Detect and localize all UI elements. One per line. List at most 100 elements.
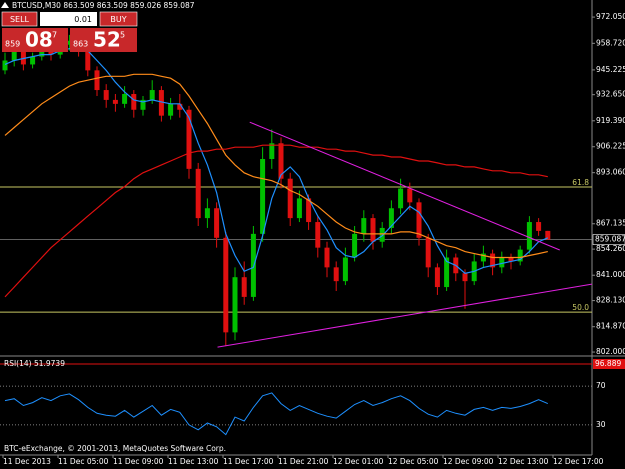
candle-body: [490, 253, 496, 268]
y-tick-label: 958.720: [596, 38, 625, 47]
candle-body: [66, 40, 72, 45]
x-tick-label: 11 Dec 05:00: [58, 457, 109, 466]
candle-body: [526, 222, 532, 250]
y-tick-label: 802.000: [596, 347, 625, 356]
y-tick-label: 828.130: [596, 296, 625, 305]
candle-body: [186, 109, 192, 169]
candle-body: [149, 90, 155, 100]
x-tick-label: 11 Dec 09:00: [113, 457, 164, 466]
ask-box[interactable]: [70, 28, 137, 52]
candle-body: [85, 50, 91, 71]
candle-body: [2, 60, 8, 71]
candle-body: [39, 48, 45, 57]
candle-body: [379, 227, 385, 242]
x-tick-label: 12 Dec 17:00: [553, 457, 604, 466]
lot-value: 0.01: [74, 15, 92, 24]
candle-body: [480, 253, 486, 262]
candle-body: [315, 222, 321, 248]
rsi-line: [4, 392, 548, 436]
candle-body: [361, 218, 367, 234]
sell-button[interactable]: [1, 11, 38, 27]
candle-body: [112, 99, 118, 104]
copyright: BTC-eExchange, © 2001-2013, MetaQuotes S…: [4, 444, 226, 453]
candle-body: [177, 103, 183, 110]
x-tick-label: 11 Dec 17:00: [223, 457, 274, 466]
candle-body: [434, 267, 440, 288]
candle-body: [342, 257, 348, 282]
candle-body: [508, 257, 514, 262]
x-tick-label: 12 Dec 05:00: [388, 457, 439, 466]
y-tick-label: 972.050: [596, 12, 625, 21]
lot-input[interactable]: [40, 12, 97, 26]
candle-body: [370, 218, 376, 242]
candle-body: [168, 103, 174, 116]
buy-label: BUY: [110, 15, 126, 24]
candle-body: [223, 237, 229, 333]
candle-body: [30, 56, 36, 65]
moving-average: [4, 144, 548, 298]
candle-body: [278, 143, 284, 179]
bid-box[interactable]: [2, 28, 68, 52]
candle-body: [398, 188, 404, 209]
candle-body: [333, 267, 339, 282]
candle-body: [407, 188, 413, 203]
rsi-tick-label: 70: [596, 381, 606, 390]
bid-big: 859: [5, 40, 20, 49]
x-tick-label: 11 Dec 21:00: [278, 457, 329, 466]
candle-body: [517, 249, 523, 262]
candle-body: [324, 247, 330, 268]
candle-body: [545, 230, 551, 240]
candle-body: [20, 50, 26, 65]
rsi-tick-label: 30: [596, 420, 606, 429]
y-tick-label: 945.225: [596, 65, 625, 74]
candle-body: [388, 208, 394, 228]
x-tick-label: 11 Dec 13:00: [168, 457, 219, 466]
y-tick-label: 841.000: [596, 270, 625, 279]
bid-frac: 7: [52, 31, 57, 40]
x-tick-label: 12 Dec 13:00: [498, 457, 549, 466]
trendline: [249, 121, 560, 251]
rsi-label: RSI(14) 51.9739: [4, 359, 65, 368]
candle-body: [214, 208, 220, 238]
candle-body: [416, 202, 422, 238]
rsi-marker-label: 96.889: [595, 359, 621, 368]
candle-body: [425, 237, 431, 268]
candle-body: [260, 159, 266, 234]
y-tick-label: 932.650: [596, 90, 625, 99]
y-tick-label: 814.870: [596, 322, 625, 331]
current-price-label: 859.087: [595, 235, 625, 244]
x-tick-label: 12 Dec 01:00: [333, 457, 384, 466]
candle-body: [536, 222, 542, 231]
y-tick-label: 906.225: [596, 142, 625, 151]
y-tick-label: 893.060: [596, 168, 625, 177]
candle-body: [195, 168, 201, 219]
candle-body: [140, 99, 146, 110]
y-tick-label: 867.135: [596, 219, 625, 228]
candle-body: [352, 233, 358, 258]
candle-body: [499, 257, 505, 268]
moving-average: [4, 73, 548, 259]
candle-body: [232, 277, 238, 333]
ask-big: 863: [73, 40, 88, 49]
fibo-label: 61.8: [572, 178, 589, 187]
candle-body: [158, 90, 164, 116]
candle-body: [103, 90, 109, 100]
candle-body: [287, 178, 293, 219]
candle-body: [11, 50, 17, 61]
candle-body: [444, 257, 450, 288]
buy-button[interactable]: [99, 11, 138, 27]
current-price-box: [592, 234, 625, 245]
sell-label: SELL: [10, 15, 30, 24]
candle-body: [306, 198, 312, 223]
candle-body: [204, 208, 210, 219]
moving-average: [4, 48, 549, 274]
x-tick-label: 12 Dec 09:00: [443, 457, 494, 466]
trade-panel: SELL 0.01 BUY 859 08 7 863 52 5: [1, 11, 138, 52]
candle-body: [462, 273, 468, 282]
candle-body: [296, 198, 302, 219]
candle-body: [94, 70, 100, 91]
fibo-label: 50.0: [572, 303, 589, 312]
chart-title: BTCUSD,M30 863.509 863.509 859.026 859.0…: [12, 1, 195, 10]
trendline: [217, 283, 593, 348]
